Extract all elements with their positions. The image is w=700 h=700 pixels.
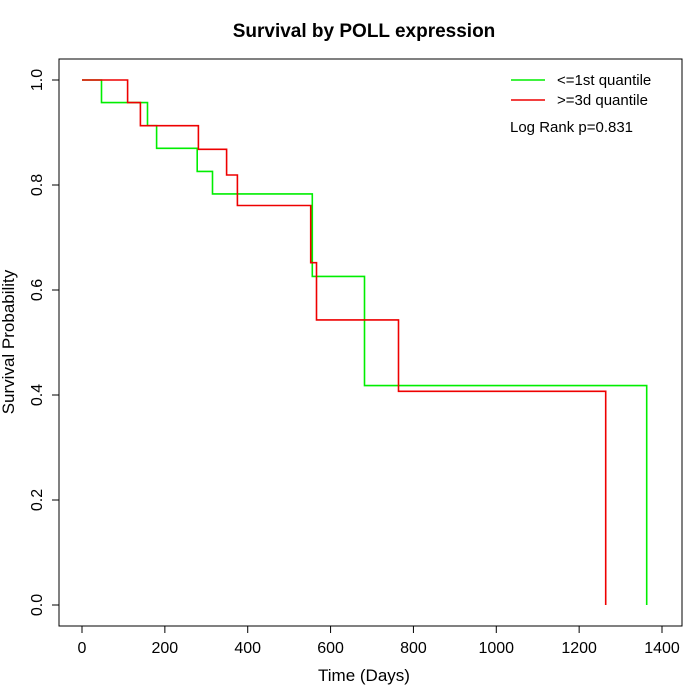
x-tick-label: 1400 bbox=[644, 640, 680, 657]
y-tick-label: 0.8 bbox=[29, 174, 46, 196]
legend-label: >=3d quantile bbox=[557, 92, 648, 109]
plot-frame bbox=[58, 58, 683, 627]
y-tick-label: 0.4 bbox=[29, 384, 46, 406]
legend: <=1st quantile >=3d quantile bbox=[511, 72, 651, 109]
x-tick-label: 200 bbox=[152, 640, 179, 657]
y-tick-label: 1.0 bbox=[29, 69, 46, 91]
log-rank-annotation: Log Rank p=0.831 bbox=[510, 119, 633, 136]
x-axis: 0 200 400 600 800 1000 1200 1400 bbox=[78, 625, 680, 657]
y-tick-label: 0.6 bbox=[29, 279, 46, 301]
chart-title: Survival by POLL expression bbox=[233, 21, 496, 42]
y-axis-title: Survival Probability bbox=[0, 269, 18, 414]
legend-label: <=1st quantile bbox=[557, 72, 651, 89]
series-layer bbox=[82, 79, 648, 605]
x-tick-label: 1000 bbox=[478, 640, 514, 657]
x-tick-label: 0 bbox=[78, 640, 87, 657]
series-line-1 bbox=[82, 79, 648, 605]
y-tick-label: 0.2 bbox=[29, 489, 46, 511]
x-tick-label: 1200 bbox=[561, 640, 597, 657]
x-axis-title: Time (Days) bbox=[318, 666, 410, 685]
x-tick-label: 400 bbox=[234, 640, 261, 657]
x-tick-label: 600 bbox=[317, 640, 344, 657]
series-line-2 bbox=[82, 79, 607, 605]
y-axis: 0.0 0.2 0.4 0.6 0.8 1.0 bbox=[29, 69, 60, 616]
y-tick-label: 0.0 bbox=[29, 594, 46, 616]
x-tick-label: 800 bbox=[400, 640, 427, 657]
